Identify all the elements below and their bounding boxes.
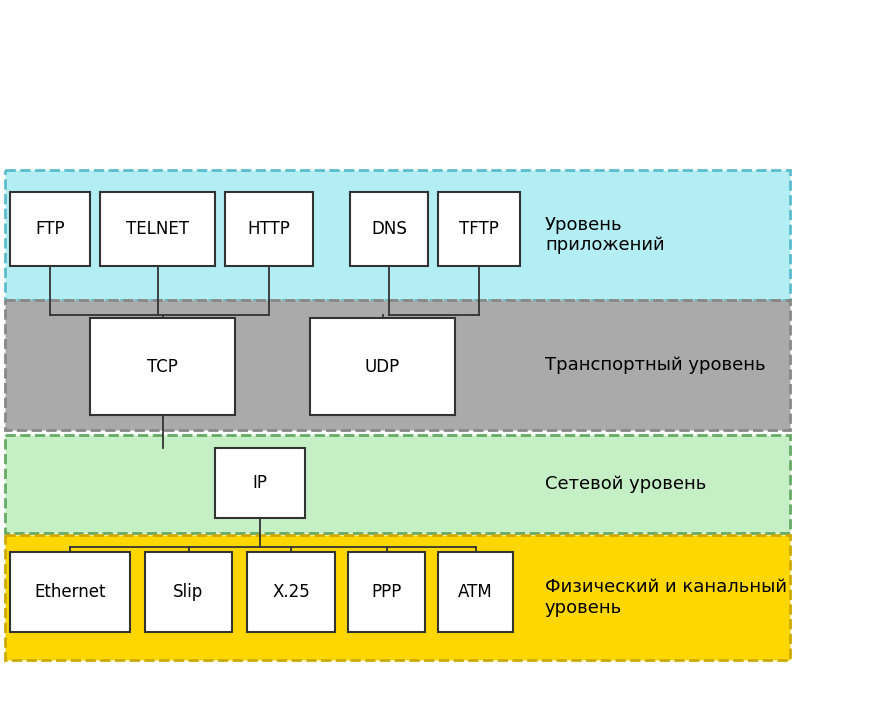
FancyBboxPatch shape <box>438 552 513 632</box>
FancyBboxPatch shape <box>5 170 790 300</box>
FancyBboxPatch shape <box>100 192 215 266</box>
Text: FTP: FTP <box>35 220 65 238</box>
Text: PPP: PPP <box>371 583 401 601</box>
Text: Сетевой уровень: Сетевой уровень <box>545 475 706 493</box>
Text: TELNET: TELNET <box>126 220 189 238</box>
Text: UDP: UDP <box>365 358 401 376</box>
Text: DNS: DNS <box>371 220 407 238</box>
Text: ATM: ATM <box>458 583 493 601</box>
FancyBboxPatch shape <box>145 552 232 632</box>
FancyBboxPatch shape <box>247 552 335 632</box>
FancyBboxPatch shape <box>348 552 425 632</box>
FancyBboxPatch shape <box>225 192 313 266</box>
FancyBboxPatch shape <box>5 535 790 660</box>
Text: Транспортный уровень: Транспортный уровень <box>545 356 765 374</box>
Text: X.25: X.25 <box>272 583 310 601</box>
FancyBboxPatch shape <box>438 192 520 266</box>
Text: IP: IP <box>253 474 268 492</box>
FancyBboxPatch shape <box>215 448 305 518</box>
FancyBboxPatch shape <box>310 318 455 415</box>
Text: HTTP: HTTP <box>247 220 290 238</box>
FancyBboxPatch shape <box>350 192 428 266</box>
Text: Slip: Slip <box>173 583 203 601</box>
Text: Ethernet: Ethernet <box>34 583 106 601</box>
FancyBboxPatch shape <box>10 552 130 632</box>
FancyBboxPatch shape <box>5 300 790 430</box>
FancyBboxPatch shape <box>90 318 235 415</box>
Text: Уровень
приложений: Уровень приложений <box>545 215 665 254</box>
Text: TFTP: TFTP <box>459 220 499 238</box>
Text: TCP: TCP <box>147 358 178 376</box>
FancyBboxPatch shape <box>5 435 790 533</box>
FancyBboxPatch shape <box>10 192 90 266</box>
Text: Физический и канальный
уровень: Физический и канальный уровень <box>545 578 787 617</box>
